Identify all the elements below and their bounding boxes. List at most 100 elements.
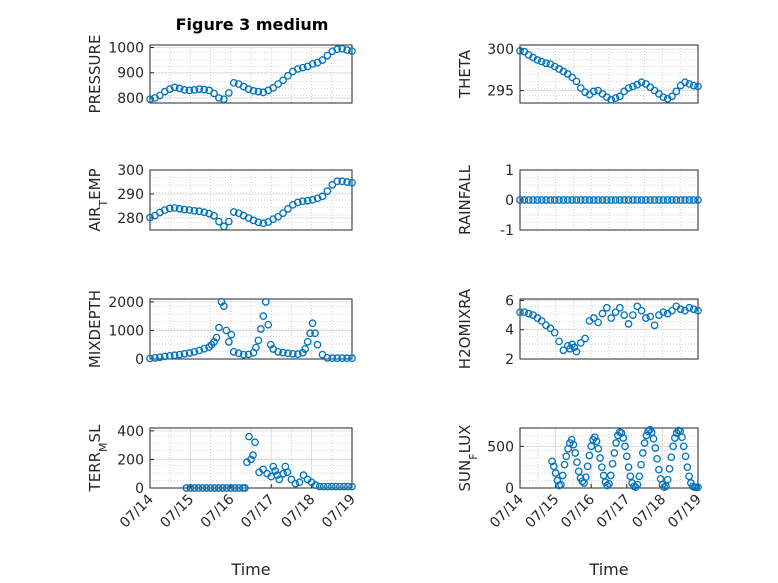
y-tick-label: 2000 <box>108 295 144 311</box>
data-point <box>215 323 223 332</box>
data-point <box>229 208 238 216</box>
data-point <box>222 326 231 335</box>
data-point <box>598 309 607 318</box>
data-point <box>245 432 253 441</box>
axes-box <box>149 298 353 360</box>
data-point <box>287 475 296 484</box>
data-point <box>568 196 576 204</box>
data-point <box>624 463 633 472</box>
data-point <box>195 346 204 355</box>
data-point <box>151 354 159 362</box>
data-point <box>279 209 287 218</box>
data-point <box>685 303 694 312</box>
data-point <box>249 216 258 225</box>
figure-title: Figure 3 medium <box>176 15 329 34</box>
data-point <box>303 196 312 205</box>
y-axis-label: RAINFALL <box>456 164 474 235</box>
data-point <box>185 349 194 357</box>
data-point <box>284 205 292 213</box>
y-tick-label: 290 <box>117 187 144 203</box>
subplot-7: 0 200 400 07/14 07/15 07/16 07/17 07/18 07/19 TER… <box>86 424 359 579</box>
data-point <box>344 482 352 491</box>
y-axis-label: PRESSURE <box>86 35 104 114</box>
subplot-3: 280 290 300 AIRTEMP <box>86 163 356 232</box>
data-point <box>170 204 179 212</box>
data-point <box>175 350 184 359</box>
data-point <box>637 196 646 204</box>
data-point <box>557 480 565 489</box>
data-point <box>200 85 209 94</box>
data-point <box>301 345 310 353</box>
data-point <box>620 311 629 319</box>
y-tick-label: 500 <box>487 439 514 455</box>
data-point <box>635 472 644 481</box>
data-point <box>683 463 692 472</box>
x-tick-label: 07/16 <box>198 491 238 531</box>
data-point <box>244 350 253 359</box>
data-point <box>694 82 702 91</box>
data-point <box>259 88 268 97</box>
data-point <box>672 87 681 96</box>
data-point <box>576 196 585 204</box>
data-point <box>651 444 660 452</box>
data-point <box>190 206 199 215</box>
axes-box <box>149 44 353 104</box>
data-point <box>222 484 231 492</box>
data-point <box>306 329 314 338</box>
data-point <box>637 78 646 87</box>
data-point <box>230 484 239 492</box>
data-point <box>655 196 663 204</box>
data-point <box>348 178 356 187</box>
data-point <box>284 349 292 358</box>
data-point <box>650 196 659 204</box>
data-point <box>524 196 533 204</box>
data-point <box>689 305 698 314</box>
data-point <box>185 86 194 95</box>
data-point <box>550 328 559 337</box>
data-point <box>655 90 663 98</box>
data-point <box>343 178 351 186</box>
data-point <box>212 333 221 342</box>
data-point <box>572 77 581 86</box>
data-point <box>529 196 537 204</box>
data-point <box>659 196 668 204</box>
data-point <box>249 451 257 459</box>
data-point <box>550 196 559 204</box>
data-point <box>254 336 263 345</box>
data-point <box>633 302 642 311</box>
data-point <box>190 86 199 94</box>
data-point <box>637 460 645 469</box>
data-point <box>274 348 282 356</box>
data-point <box>284 71 292 80</box>
data-point <box>210 484 219 492</box>
data-point <box>594 318 602 327</box>
data-point <box>558 471 567 480</box>
y-tick-label: 6 <box>505 293 514 309</box>
data-point <box>254 218 263 227</box>
data-point <box>624 196 633 204</box>
data-point <box>594 196 602 204</box>
data-point <box>224 89 233 97</box>
data-point <box>214 484 223 492</box>
data-point <box>241 484 249 492</box>
data-point <box>195 207 204 216</box>
data-point <box>668 196 676 204</box>
y-tick-label: 0 <box>505 481 514 497</box>
data-point <box>340 482 348 491</box>
y-axis-label: MIXDEPTH <box>86 290 104 368</box>
data-point <box>165 352 174 360</box>
data-point <box>622 452 631 461</box>
data-point <box>626 472 635 481</box>
data-point <box>249 87 258 95</box>
data-point <box>279 76 287 85</box>
data-point <box>653 454 661 463</box>
y-tick-label: 0 <box>135 352 144 368</box>
data-point <box>175 205 184 213</box>
data-point <box>520 196 529 204</box>
data-point <box>146 213 154 222</box>
data-point <box>574 467 583 476</box>
data-point <box>254 87 263 96</box>
data-point <box>229 78 238 87</box>
data-point <box>605 479 613 488</box>
